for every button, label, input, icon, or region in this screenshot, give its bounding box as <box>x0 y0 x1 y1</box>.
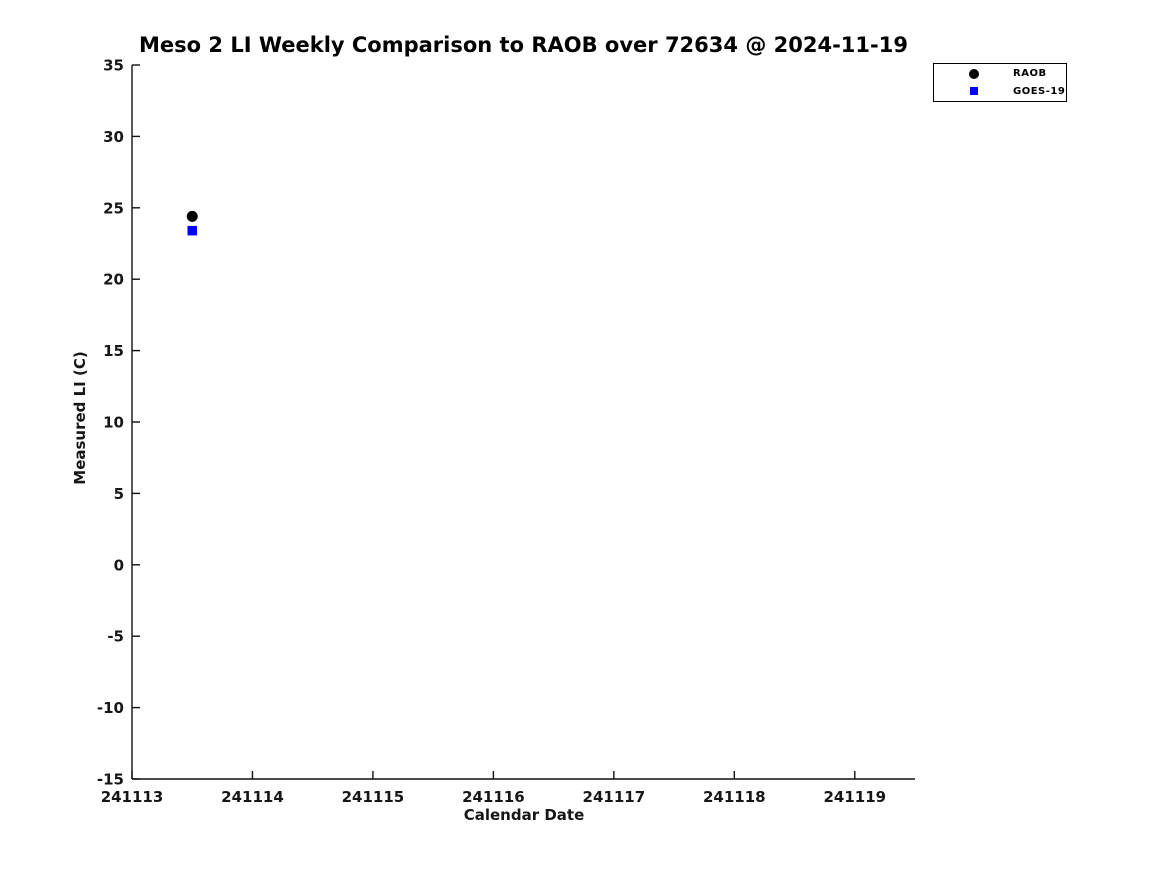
legend-label-raob: RAOB <box>1013 68 1047 80</box>
goes-19-square-icon <box>969 87 978 96</box>
legend-entry-raob: RAOB <box>934 66 1066 81</box>
raob-circle-icon <box>968 68 979 79</box>
data-point-raob <box>186 210 198 222</box>
legend: RAOB GOES-19 <box>933 63 1067 102</box>
data-point-goes-19 <box>187 225 197 236</box>
y-tick-label: 0 <box>114 556 124 574</box>
y-tick-label: 15 <box>103 342 124 360</box>
y-axis-label: Measured LI (C) <box>71 351 89 484</box>
y-tick-label: -5 <box>107 628 124 646</box>
y-tick-label: 10 <box>103 414 124 432</box>
x-axis-label: Calendar Date <box>464 806 585 824</box>
y-tick-label: 20 <box>103 271 124 289</box>
y-tick-label: 5 <box>114 485 124 503</box>
legend-entry-goes-19: GOES-19 <box>934 84 1066 99</box>
legend-label-goes-19: GOES-19 <box>1013 85 1066 97</box>
y-tick-label: 35 <box>103 57 124 75</box>
x-tick-label: 241117 <box>583 788 646 806</box>
x-tick-label: 241116 <box>462 788 525 806</box>
x-tick-label: 241115 <box>342 788 405 806</box>
y-tick-label: -15 <box>97 771 124 789</box>
y-tick-label: 30 <box>103 128 124 146</box>
y-tick-label: 25 <box>103 199 124 217</box>
x-tick-label: 241113 <box>101 788 164 806</box>
x-tick-label: 241119 <box>823 788 886 806</box>
x-tick-label: 241114 <box>221 788 284 806</box>
x-tick-label: 241118 <box>703 788 766 806</box>
chart-title: Meso 2 LI Weekly Comparison to RAOB over… <box>139 33 908 57</box>
y-tick-label: -10 <box>97 699 124 717</box>
